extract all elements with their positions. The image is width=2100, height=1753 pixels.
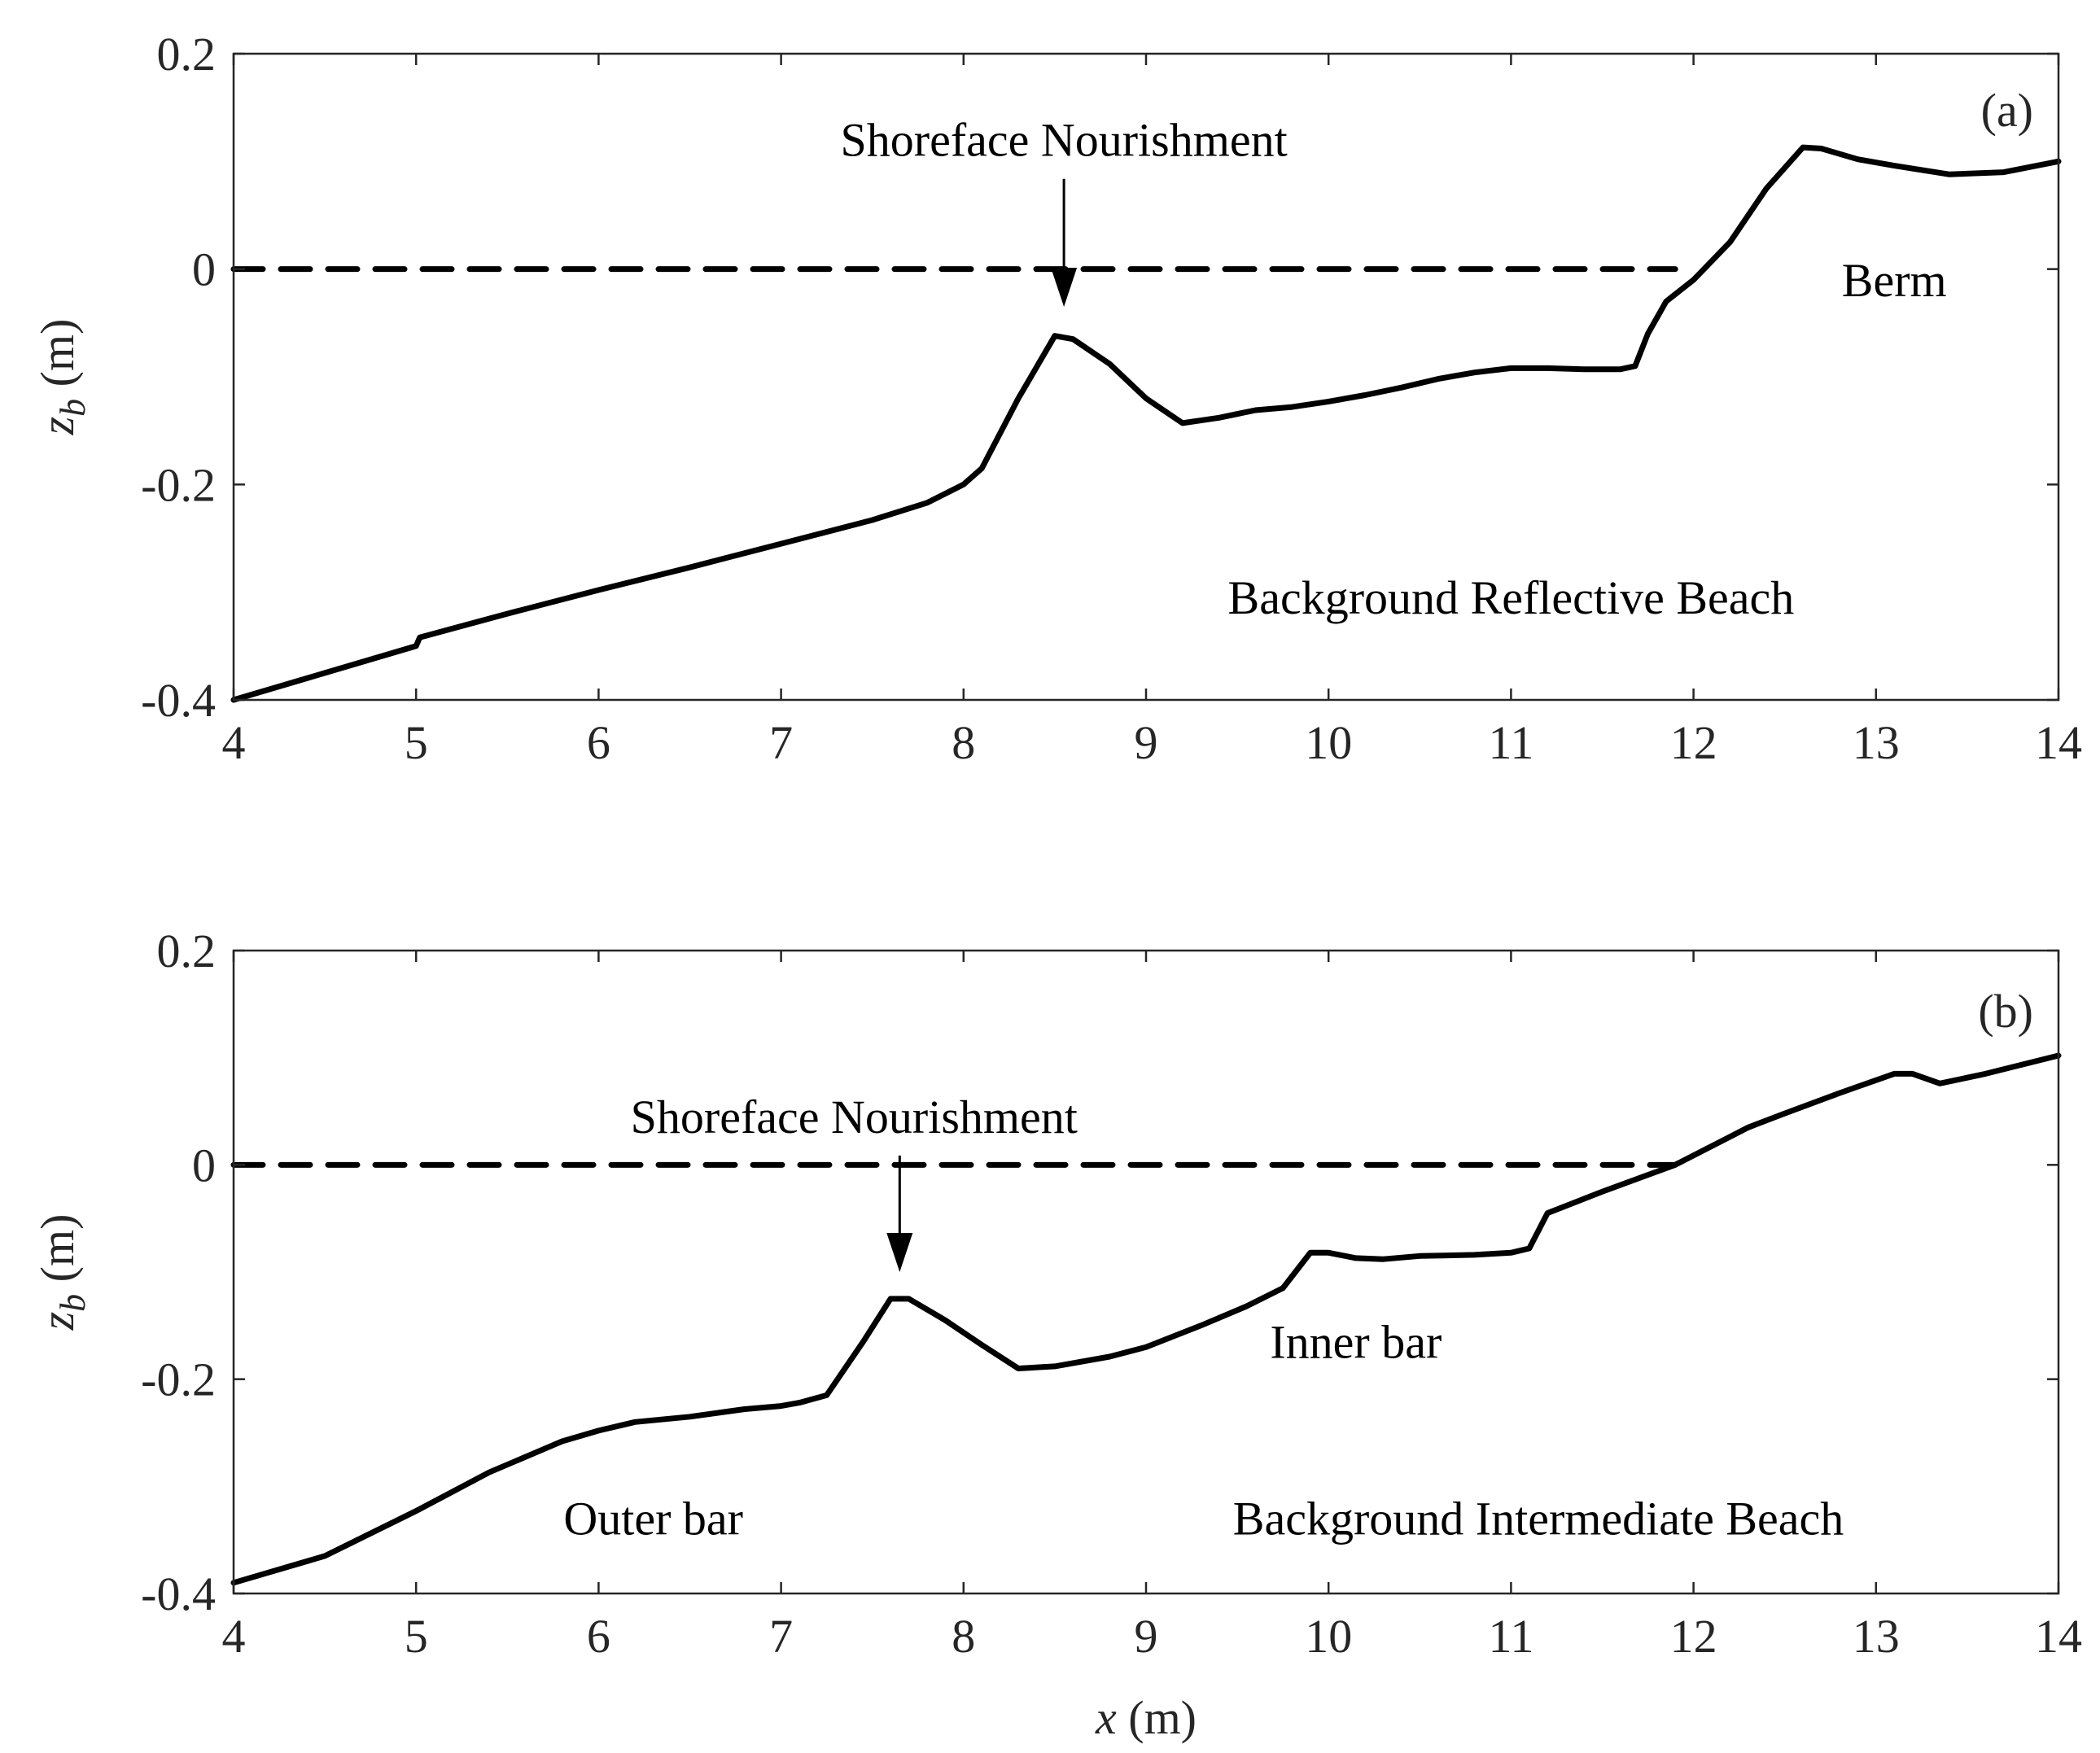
x-tick-label: 13 xyxy=(1853,716,1900,769)
panel-a: 4 5 6 7 8 9 10 11 12 13 14 0.2 0 -0.2 -0.4 (a) Shorefa… xyxy=(31,28,2082,769)
x-tick-label: 4 xyxy=(222,716,246,769)
y-axis-unit: (m) xyxy=(31,319,84,399)
x-axis-title: x (m) xyxy=(1095,1691,1197,1744)
y-tick-label: 0 xyxy=(192,243,216,296)
x-tick-label: 10 xyxy=(1305,1610,1352,1663)
panel-label: (b) xyxy=(1978,985,2033,1038)
x-tick-label: 5 xyxy=(405,716,428,769)
y-axis-sub: b xyxy=(53,1294,93,1312)
annotation-arrowhead xyxy=(886,1233,913,1272)
x-tick-label: 5 xyxy=(405,1610,428,1663)
y-axis-var: z xyxy=(31,417,84,436)
y-tick-label: 0 xyxy=(192,1139,216,1191)
x-tick-label: 8 xyxy=(952,716,975,769)
annotation-label: Berm xyxy=(1842,254,1947,307)
y-axis-var: z xyxy=(31,1312,84,1331)
y-axis-title: zb (m) xyxy=(31,1214,93,1331)
x-tick-label: 9 xyxy=(1135,1610,1158,1663)
tick-group: 4 5 6 7 8 9 10 11 12 13 14 0.2 0 -0.2 -0.4 xyxy=(141,925,2082,1663)
annotation-label: Inner bar xyxy=(1270,1315,1442,1368)
annotation-label: Outer bar xyxy=(563,1493,743,1545)
x-tick-label: 4 xyxy=(222,1610,246,1663)
annotation-arrowhead xyxy=(1051,267,1078,307)
annotation-group: Shoreface Nourishment Inner bar Outer bar B… xyxy=(563,1091,1844,1545)
x-axis-var: x xyxy=(1095,1691,1117,1744)
annotation-group: Shoreface Nourishment Berm Background Refl… xyxy=(841,114,1947,624)
x-tick-label: 6 xyxy=(587,716,610,769)
x-tick-label: 14 xyxy=(2035,716,2082,769)
y-tick-label: -0.2 xyxy=(141,458,216,511)
bed-profile-line xyxy=(230,1052,2062,1586)
x-tick-label: 10 xyxy=(1305,716,1352,769)
x-tick-label: 7 xyxy=(769,716,793,769)
x-tick-label: 14 xyxy=(2035,1610,2082,1663)
x-tick-label: 13 xyxy=(1853,1610,1900,1663)
y-axis-sub: b xyxy=(53,399,93,417)
x-tick-label: 11 xyxy=(1488,1610,1533,1663)
annotation-label: Shoreface Nourishment xyxy=(841,114,1288,167)
y-axis-unit: (m) xyxy=(31,1214,84,1294)
y-tick-label: -0.2 xyxy=(141,1353,216,1406)
y-axis-title: zb (m) xyxy=(31,319,93,436)
annotation-label: Background Reflective Beach xyxy=(1228,571,1795,624)
x-tick-label: 7 xyxy=(769,1610,793,1663)
panel-b: 4 5 6 7 8 9 10 11 12 13 14 0.2 0 -0.2 -0.4 (b) Shorefa… xyxy=(31,925,2082,1744)
tick-group: 4 5 6 7 8 9 10 11 12 13 14 0.2 0 -0.2 -0.4 xyxy=(141,28,2082,769)
bed-profile-line xyxy=(230,144,2062,703)
y-tick-label: 0.2 xyxy=(157,925,217,977)
y-tick-label: -0.4 xyxy=(141,674,216,727)
y-tick-label: -0.4 xyxy=(141,1567,216,1620)
x-tick-label: 12 xyxy=(1670,1610,1717,1663)
x-tick-label: 11 xyxy=(1488,716,1533,769)
annotation-label: Background Intermediate Beach xyxy=(1233,1493,1844,1545)
x-tick-label: 12 xyxy=(1670,716,1717,769)
x-tick-label: 8 xyxy=(952,1610,975,1663)
y-tick-label: 0.2 xyxy=(157,28,217,81)
x-tick-label: 9 xyxy=(1135,716,1158,769)
x-axis-unit: (m) xyxy=(1117,1691,1197,1744)
panel-label: (a) xyxy=(1981,84,2033,137)
x-tick-label: 6 xyxy=(587,1610,610,1663)
annotation-label: Shoreface Nourishment xyxy=(631,1091,1078,1143)
